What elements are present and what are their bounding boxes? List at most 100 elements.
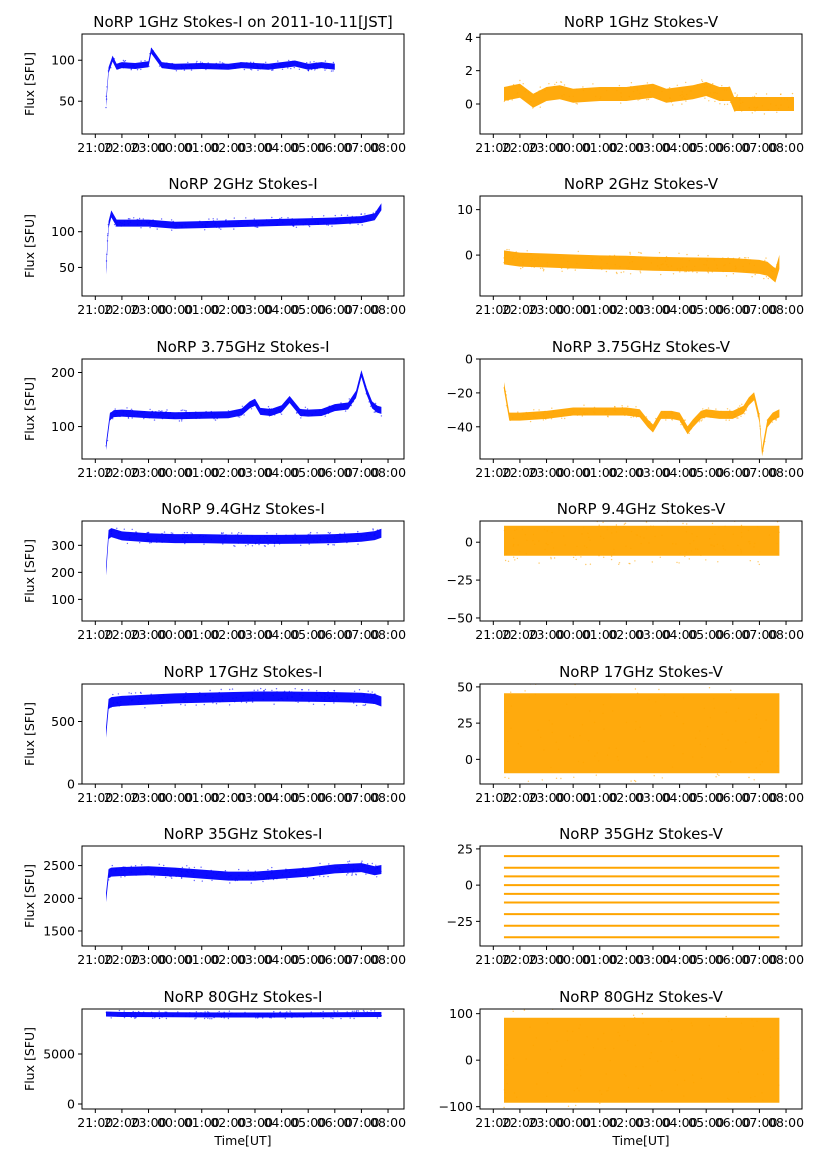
data-point <box>291 223 293 226</box>
data-point <box>133 415 135 417</box>
data-point <box>221 62 224 64</box>
data-point <box>636 534 639 536</box>
data-point <box>180 409 182 412</box>
data-point <box>740 550 742 552</box>
data-point <box>333 63 335 65</box>
data-point <box>336 408 339 411</box>
data-point <box>140 62 142 64</box>
data-point <box>618 1035 621 1037</box>
data-point <box>361 860 363 862</box>
data-point <box>270 872 272 875</box>
data-point <box>566 1039 569 1042</box>
data-point <box>740 552 742 554</box>
data-point <box>617 759 619 761</box>
data-point <box>121 222 123 224</box>
data-point <box>280 217 283 219</box>
data-point <box>513 1057 515 1060</box>
data-point <box>517 92 519 94</box>
data-band <box>106 691 382 738</box>
data-point <box>122 411 125 413</box>
data-point <box>129 218 131 220</box>
chart-panel-2: 02421:0022:0023:0000:0001:0002:0003:0004… <box>465 13 804 155</box>
data-point <box>327 531 329 534</box>
data-point <box>504 776 506 779</box>
data-point <box>316 532 318 534</box>
data-point <box>683 95 685 98</box>
data-point <box>260 687 262 690</box>
data-point <box>545 417 547 419</box>
data-point <box>120 876 122 878</box>
data-point <box>563 535 565 537</box>
data-point <box>170 219 173 221</box>
data-point <box>251 535 253 538</box>
data-point <box>217 1012 219 1014</box>
data-point <box>776 765 779 767</box>
data-point <box>691 1025 693 1027</box>
data-point <box>592 258 594 260</box>
y-tick-label: 0 <box>67 1097 75 1112</box>
data-point <box>283 1015 285 1018</box>
data-point <box>517 544 519 546</box>
data-point <box>166 62 168 64</box>
data-point <box>608 268 610 270</box>
data-point <box>162 413 164 415</box>
data-point <box>599 257 601 259</box>
data-point <box>672 273 675 275</box>
data-point <box>118 705 120 707</box>
data-point <box>267 406 270 408</box>
data-point <box>741 536 743 538</box>
data-point <box>162 694 165 696</box>
data-point <box>283 66 285 69</box>
data-point <box>210 410 212 413</box>
data-point <box>564 1058 566 1061</box>
data-point <box>324 60 327 62</box>
data-point <box>657 1060 659 1062</box>
data-point <box>640 268 642 270</box>
x-tick-label: 22:00 <box>104 1115 140 1130</box>
data-point <box>685 100 687 102</box>
data-point <box>707 738 709 740</box>
data-point <box>536 417 538 420</box>
data-point <box>765 276 768 278</box>
x-tick-label: 03:00 <box>237 952 273 967</box>
data-point <box>117 68 119 70</box>
data-point <box>595 774 597 776</box>
data-point <box>308 543 310 545</box>
data-point <box>630 82 633 84</box>
data-point <box>672 104 674 106</box>
data-point <box>630 547 632 550</box>
data-point <box>363 695 365 697</box>
data-point <box>208 1011 210 1014</box>
data-point <box>323 704 326 706</box>
data-point <box>315 62 317 64</box>
x-tick-label: 08:00 <box>768 790 804 805</box>
y-axis-label: Flux [SFU] <box>22 702 37 766</box>
data-point <box>203 543 205 545</box>
data-point <box>734 265 736 267</box>
x-tick-label: 05:00 <box>290 465 326 480</box>
data-point <box>664 411 666 413</box>
data-point <box>206 874 208 877</box>
data-point <box>692 271 694 273</box>
data-point <box>513 543 515 546</box>
data-point <box>748 107 750 109</box>
data-point <box>333 405 335 408</box>
x-tick-label: 01:00 <box>184 952 220 967</box>
data-point <box>542 419 545 421</box>
data-point <box>187 871 189 874</box>
data-point <box>639 98 641 100</box>
data-point <box>123 224 126 226</box>
data-point <box>282 691 285 694</box>
data-point <box>707 267 710 269</box>
data-point <box>581 786 582 787</box>
data-point <box>322 1017 324 1020</box>
data-point <box>273 545 276 547</box>
y-tick-label: 0 <box>465 752 473 767</box>
data-point <box>140 68 142 71</box>
x-tick-label: 00:00 <box>157 952 193 967</box>
data-point <box>550 558 552 560</box>
x-tick-label: 04:00 <box>264 627 300 642</box>
data-point <box>290 222 293 225</box>
data-point <box>366 700 368 702</box>
data-point <box>529 100 532 103</box>
